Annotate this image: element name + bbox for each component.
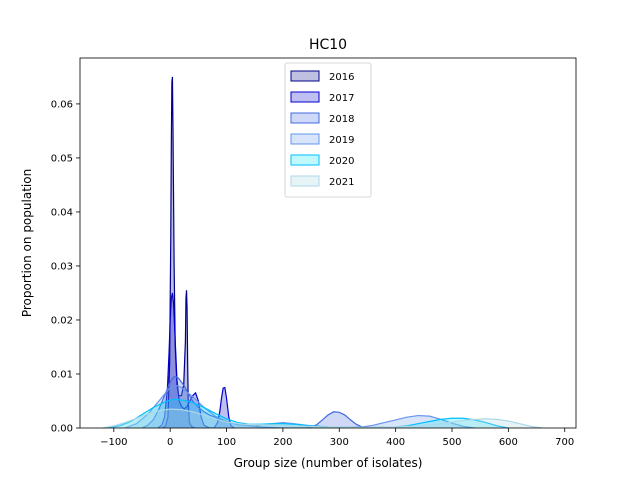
y-tick-label: 0.01 bbox=[51, 369, 73, 380]
series-area-2017 bbox=[157, 292, 235, 428]
legend-swatch-bg bbox=[291, 176, 319, 186]
plot-frame bbox=[79, 57, 577, 429]
series-line-2021 bbox=[102, 408, 543, 428]
x-tick-label: −100 bbox=[100, 437, 127, 448]
legend-label-2017: 2017 bbox=[329, 93, 354, 104]
legend-swatch-bg bbox=[291, 71, 319, 81]
y-tick-label: 0.06 bbox=[51, 99, 73, 110]
y-axis-label: Proportion on population bbox=[20, 169, 34, 317]
legend: 2016 2017 2018 2019 2020 2021 bbox=[284, 62, 372, 198]
y-tick-label: 0.02 bbox=[51, 315, 73, 326]
x-tick-label: 600 bbox=[499, 437, 518, 448]
legend-swatch-2021 bbox=[290, 175, 320, 187]
legend-swatch-2018 bbox=[290, 112, 320, 124]
legend-swatch-bg bbox=[291, 155, 319, 165]
legend-label-2018: 2018 bbox=[329, 114, 354, 125]
x-tick-label: 300 bbox=[330, 437, 349, 448]
series-area-2016 bbox=[162, 76, 195, 428]
chart-title: HC10 bbox=[309, 37, 347, 53]
y-tick-label: 0.00 bbox=[51, 424, 73, 435]
legend-swatch-bg bbox=[291, 92, 319, 102]
x-tick-label: 0 bbox=[167, 437, 173, 448]
x-tick-label: 100 bbox=[217, 437, 236, 448]
x-tick-label: 400 bbox=[386, 437, 405, 448]
y-tick-label: 0.04 bbox=[51, 207, 73, 218]
legend-swatch-2020 bbox=[290, 154, 320, 166]
legend-swatch-2017 bbox=[290, 91, 320, 103]
legend-swatch-2019 bbox=[290, 133, 320, 145]
series-area-2018 bbox=[142, 376, 374, 428]
legend-label-2019: 2019 bbox=[329, 135, 354, 146]
x-tick-label: 700 bbox=[555, 437, 574, 448]
series-area-2021 bbox=[102, 409, 543, 428]
axes-layer: −100 0 100 200 300 400 500 600 700 0.00 0.01 0.02 0.… bbox=[51, 57, 577, 448]
series-area-2020 bbox=[108, 399, 509, 428]
legend-swatch-bg bbox=[291, 134, 319, 144]
x-axis-label: Group size (number of isolates) bbox=[234, 456, 423, 470]
legend-label-2016: 2016 bbox=[329, 72, 354, 83]
y-tick-label: 0.03 bbox=[51, 261, 73, 272]
legend-label-2021: 2021 bbox=[329, 177, 354, 188]
series-layer bbox=[102, 76, 543, 428]
legend-label-2020: 2020 bbox=[329, 156, 354, 167]
series-line-2020 bbox=[108, 398, 509, 428]
x-tick-label: 500 bbox=[442, 437, 461, 448]
y-tick-label: 0.05 bbox=[51, 153, 73, 164]
legend-swatch-bg bbox=[291, 113, 319, 123]
legend-swatch-2016 bbox=[290, 70, 320, 82]
x-tick-label: 200 bbox=[273, 437, 292, 448]
